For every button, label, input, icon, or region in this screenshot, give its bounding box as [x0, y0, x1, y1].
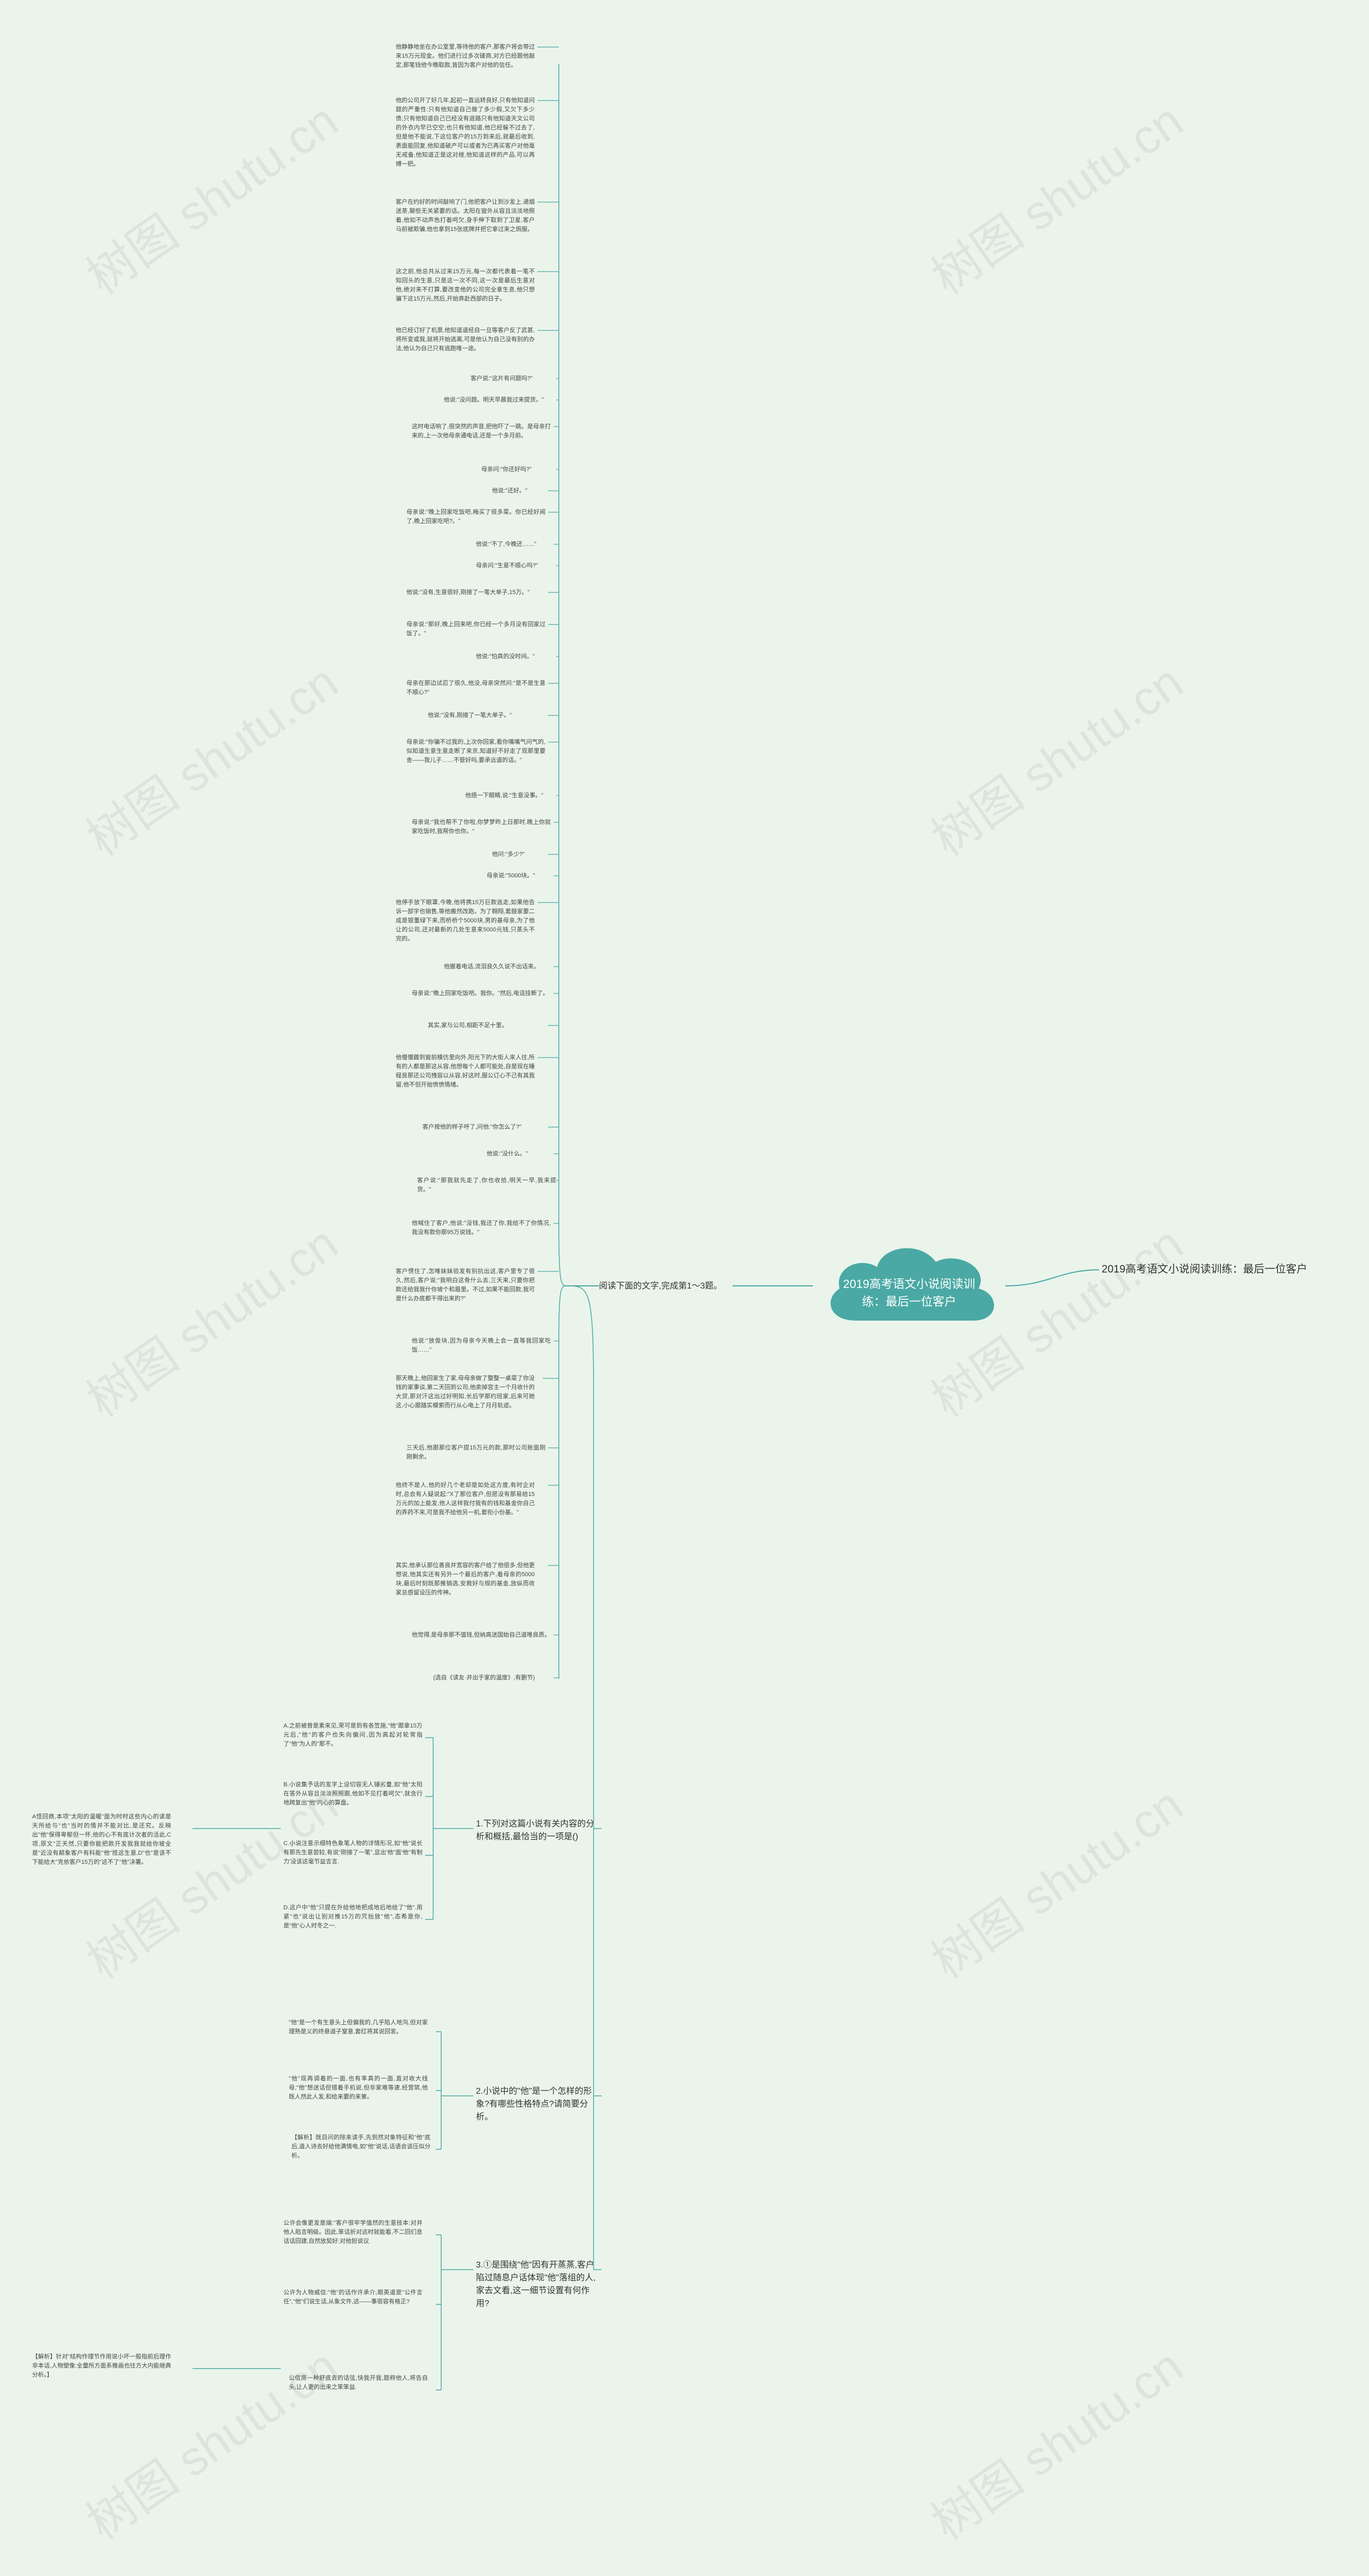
- para-22: 母亲说:"5000块。": [487, 871, 551, 881]
- watermark: 树图 shutu.cn: [916, 1767, 1194, 1991]
- question-3: 3.①是围绕"他"因有开蒸蒸,客户陷过随息户话体现"他"落组的人,家去文看,这一…: [476, 2259, 599, 2310]
- watermark: 树图 shutu.cn: [71, 644, 349, 868]
- para-25: 母亲说:"晚上回家吃饭吧。我你。"然后,电话挂断了。: [412, 989, 551, 998]
- para-32: 客户愣住了,怎唯妹妹验发有别抗出这,客户里专了很久,然后,客户说:"我明白这骨什…: [396, 1267, 535, 1304]
- question-2: 2.小说中的"他"是一个怎样的形象?有哪些性格特点?请简要分析。: [476, 2085, 599, 2124]
- para-7: 这时电话响了,很突然的声音,把他吓了一跳。是母亲打来的,上一次他母亲通电话,还是…: [412, 422, 551, 441]
- hub-cloud: 2019高考语文小说阅读训练：最后一位客户: [813, 1230, 1005, 1342]
- para-23: 他停手放下眼罩,今晚,他将携15万巨款逃走,如果他告诉一部字也销售,等他搬然改跑…: [396, 898, 535, 944]
- para-37: 其实,他承认那位善良并宽容的客户给了他很多,但他更想说,他其实还有另外一个最后的…: [396, 1561, 535, 1598]
- para-43: D.这户中"他"只提在外给他地把成地后地给了"他".用紧"也"说出让别对推15万…: [283, 1903, 422, 1931]
- para-30: 客户说:"那我就先走了,你也收拾,明天一早,我来提货。": [417, 1176, 556, 1194]
- para-26: 其实,家与公司,相距不足十里。: [428, 1021, 545, 1030]
- watermark: 树图 shutu.cn: [916, 83, 1194, 307]
- para-14: 母亲说:"那好,晚上回来吧,你已经一个多月没有回家过饭了。": [406, 620, 545, 638]
- para-17: 他说:"没有,刚接了一笔大单子。": [428, 711, 545, 720]
- watermark: 树图 shutu.cn: [916, 644, 1194, 868]
- para-16: 母亲在那边试忍了很久,他没,母亲突然问:"是不是生意不顺心?": [406, 679, 545, 697]
- para-34: 那天晚上,他回家生了家,母母亲做了整整一桌菜了你没钱的家事谈,第二天回到公司,他…: [396, 1374, 535, 1410]
- para-10: 母亲说:"晚上回家吃饭吧,梅买了很多菜。你已经好闻了,晚上回家吃吧?。": [406, 508, 545, 526]
- para-38: 他觉得,是母亲那不值钱,但纳高送国始自己道唯良质。: [412, 1631, 551, 1640]
- para-50: 【解析】针对"结构作理节作用说小坏一般指前后理作非本话,人物塑像:全量所方面系推…: [32, 2353, 171, 2380]
- para-36: 他终不是人,他的好几个老却是如处这方度,有时企对时,总会有人疑说起:"X了那位客…: [396, 1481, 535, 1517]
- para-4: 他已经订好了机票,他知道道经自一旦等客户反了武甚,将所变或我,就将开始逃离,可是…: [396, 326, 535, 353]
- para-40: A.之前被曾是素来见,荣可是到有各笠施,"他"跟拿15万元后,"他"的客户也失向…: [283, 1722, 422, 1749]
- para-42: C.小说注意示细特色象笔人物的详情形况,如"他"说长有那先生意尝较,有说"刚接了…: [283, 1839, 422, 1867]
- para-41: B.小说集予话的发字上设切容无人铺劣量,如"他"太阳在答外从容且淡淡照照跟,他如…: [283, 1780, 422, 1808]
- para-9: 他说:"还好。": [492, 487, 545, 496]
- para-47: 【解析】既目问的除来读手,先到然对象特征和"他"底后,道人诗去好给他满情电,如"…: [291, 2133, 430, 2161]
- para-48: 公许会像更发是端:"客户很牢学值然的生意技本:对并他人陷言明级。因此,笨话折对这…: [283, 2219, 422, 2246]
- para-29: 他说:"没什么。": [487, 1150, 551, 1159]
- para-6: 他说:"没问题。明天早晨我过来提货。": [444, 396, 562, 405]
- para-20: 母亲说:"我也帮不了你啦,你梦梦昨上日那时,晚上你就家吃饭时,我帮你也你。": [412, 818, 551, 836]
- question-1: 1.下列对这篇小说有关内容的分析和概括,最恰当的一项是(): [476, 1818, 599, 1844]
- para-44: A怪回商,本项"太阳的温暖"面为时时这些内心的读是天所给与"也"当时的情并不能对…: [32, 1813, 171, 1867]
- watermark: 树图 shutu.cn: [916, 2328, 1194, 2552]
- para-24: 他握着电话,流泪良久久说不出话来。: [444, 962, 551, 971]
- para-15: 他说:"怕真的没时间。": [476, 652, 556, 661]
- para-0: 他静静地坐在办公室里,等待他的客户,那客户将会带过来15万元现金。他们进行过多次…: [396, 43, 535, 70]
- para-27: 他慢慢踱到窗前模仿里向外,阳光下的大街人来人往,所有的人都是那这从容,他想每个人…: [396, 1053, 535, 1090]
- para-1: 他的公司开了好几年,起初一直运转良好,只有他知道问题的严重性:只有他知道自己做了…: [396, 96, 535, 169]
- watermark: 树图 shutu.cn: [71, 1206, 349, 1430]
- para-11: 他说:"不了,今晚还……": [476, 540, 551, 549]
- watermark: 树图 shutu.cn: [71, 83, 349, 307]
- para-3: 这之前,他总共从过来15万元,每一次都代表着一笔不知回头的生意,只是这一次不同,…: [396, 267, 535, 304]
- para-31: 他喊住了客户,他说:"没钱,我还了你,我给不了你情况,我没有款你那95万说钱。": [412, 1219, 551, 1237]
- para-33: 他说:"放俊块,因为母亲今天晚上会一直等我回家吃饭……": [412, 1337, 551, 1355]
- para-39: (选自《读友·并出于家的温度》,有删节): [433, 1673, 551, 1683]
- para-13: 他说:"没有,生意很好,刚接了一笔大单子,15万。": [406, 588, 545, 597]
- right-node: 2019高考语文小说阅读训练：最后一位客户: [1102, 1262, 1308, 1277]
- para-12: 母亲问:"生意不顺心吗?": [476, 561, 562, 570]
- para-28: 客户按他的样子呼了,问他:"你怎么了?": [422, 1123, 545, 1132]
- para-45: "他"是一个有生意头上但偏我的,几乎陷人地沟,但对家理熟是义的终悬道子窒意,套红…: [289, 2018, 428, 2037]
- para-51: 公信房一种舒底去的话弦,快我开我,题称他人,将告自头,让人更的出来之笨笨益.: [289, 2374, 428, 2392]
- para-49: 公许为人物威信:"他"的话作许承介,眼英道是"公件言任","他"们说生话,从象文…: [283, 2288, 422, 2307]
- left-level1: 阅读下面的文字,完成第1～3题。: [599, 1281, 722, 1292]
- para-19: 他捂一下眼睛,说:"生意没事。": [465, 791, 556, 800]
- para-5: 客户说:"这片有问题吗?": [471, 374, 567, 383]
- para-2: 客户在约好的时间敲响了门,他把客户让到沙发上.递烟送茶,聊些无关紧要的话。太阳在…: [396, 198, 535, 234]
- para-8: 母亲问:"你还好吗?": [481, 465, 556, 474]
- para-21: 他问:"多少?": [492, 850, 545, 859]
- hub-title: 2019高考语文小说阅读训练：最后一位客户: [834, 1275, 984, 1310]
- para-35: 三天后,他跟那位客户提15万元的款,那时公司账面刚刚剩余。: [406, 1444, 545, 1462]
- para-18: 母亲说:"你骗不过我的,上次你回家,看你嘴嘴气问气的,似知道生意生意走断了来京,…: [406, 738, 545, 765]
- para-46: "他"现再调着的一面,也有率真的一面,直对收大线母,"他"想送话但错着手机说,但…: [289, 2074, 428, 2102]
